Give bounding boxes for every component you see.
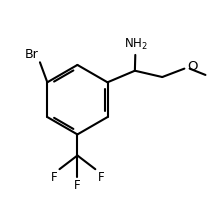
Text: F: F: [74, 179, 81, 192]
Text: O: O: [187, 60, 198, 73]
Text: NH$_2$: NH$_2$: [124, 37, 148, 52]
Text: F: F: [97, 171, 104, 184]
Text: F: F: [51, 171, 57, 184]
Text: Br: Br: [24, 48, 38, 61]
